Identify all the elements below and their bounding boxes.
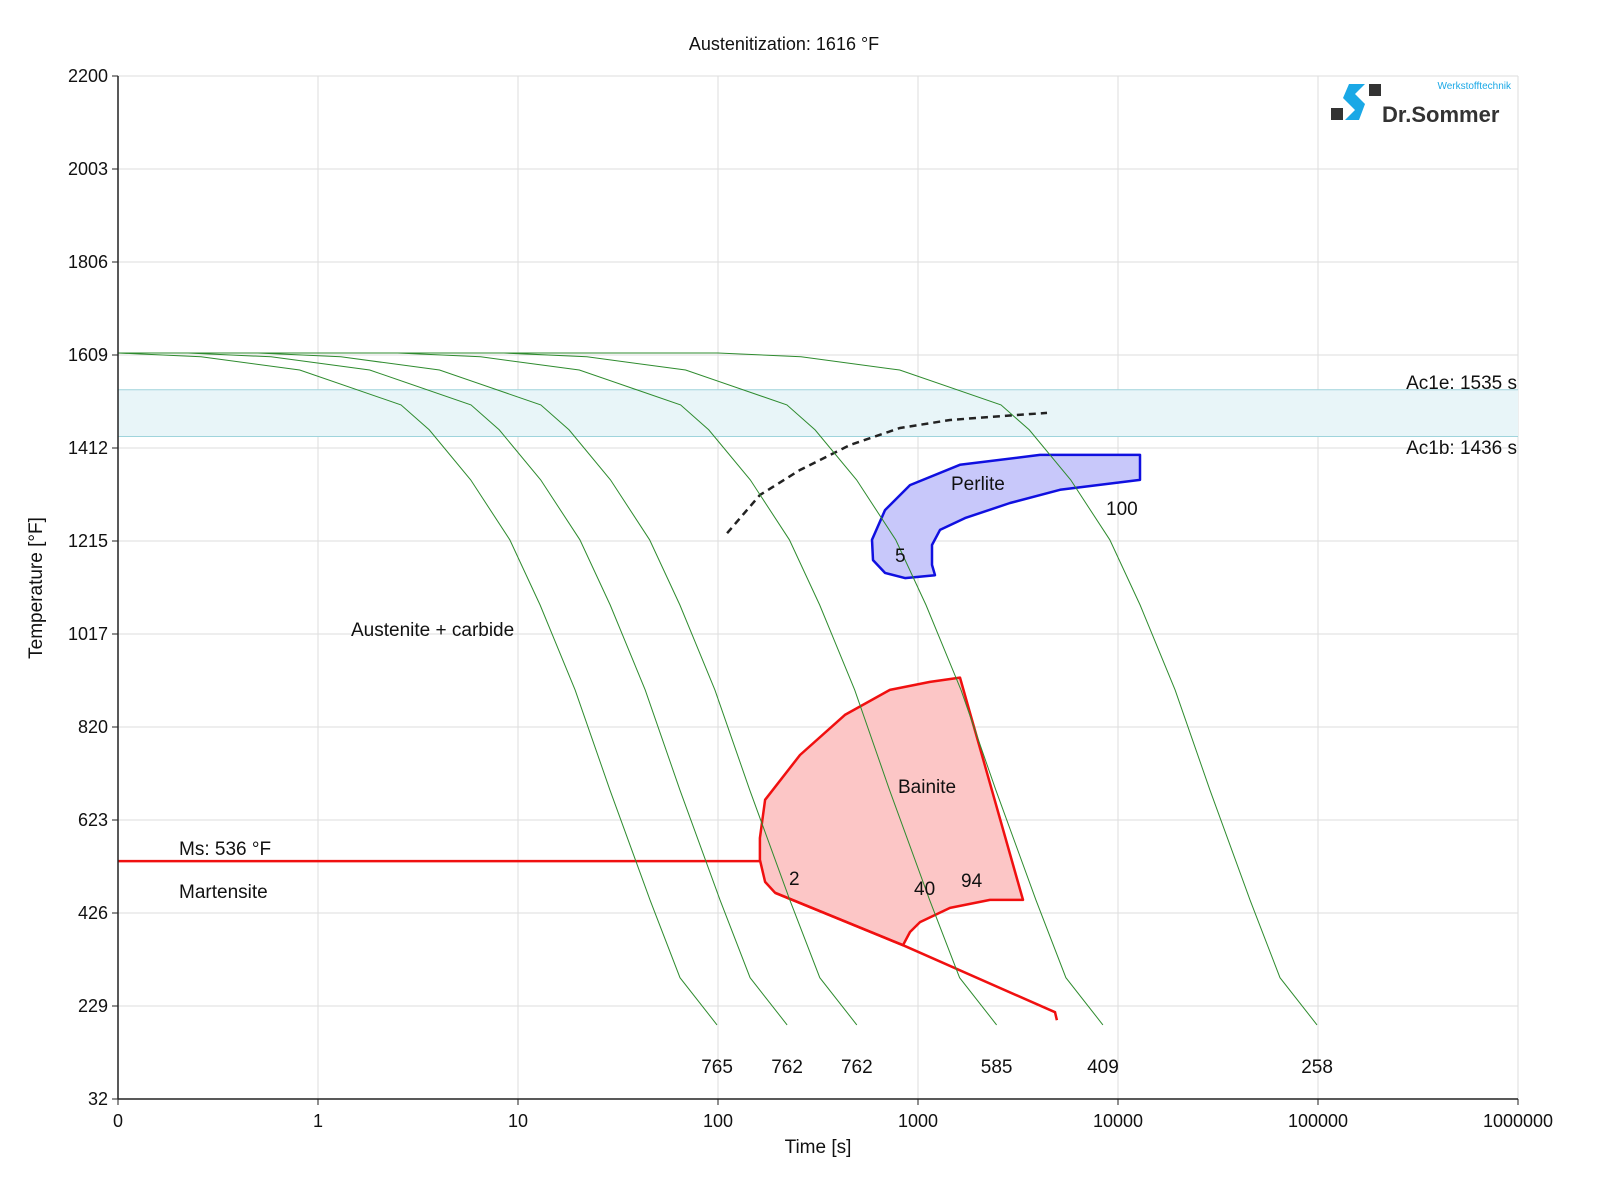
logo-s-icon [1343,84,1365,120]
perlite-label: Perlite [951,474,1005,495]
cooling-curve-2 [118,352,788,1026]
y-tick-label: 623 [78,810,108,830]
y-tick-label: 1412 [68,438,108,458]
y-tick-label: 1806 [68,252,108,272]
y-tick-label: 2003 [68,159,108,179]
y-tick-label: 426 [78,903,108,923]
x-tick-label: 1000 [898,1111,938,1131]
x-tick-label: 100 [703,1111,733,1131]
phase-regions [118,411,1142,1021]
y-tick-label: 229 [78,996,108,1016]
cooling-curve-hardness-label: 585 [981,1057,1013,1078]
bainite-fraction-2: 2 [789,869,800,890]
cooling-curve-hardness-label: 762 [841,1057,873,1078]
ms-label: Ms: 536 °F [179,839,271,860]
bainite-label: Bainite [898,777,956,798]
chart-title: Austenitization: 1616 °F [689,34,879,54]
cooling-curves [117,352,1318,1026]
bainite-lower-boundary [774,891,1059,1021]
cooling-curve-labels: 765 762 762 585 409 258 [701,1057,1333,1078]
austenite-carbide-label: Austenite + carbide [351,620,514,641]
logo-square-icon [1331,108,1343,120]
cooling-curve-3 [118,352,858,1026]
bainite-fraction-94: 94 [961,871,983,892]
dr-sommer-logo: Dr.Sommer Werkstofftechnik [1331,81,1512,127]
x-tick-label: 1 [313,1111,323,1131]
y-tick-label: 32 [88,1089,108,1109]
logo-square-icon [1369,84,1381,96]
y-tick-label: 1215 [68,531,108,551]
cooling-curve-5 [118,352,1104,1026]
cooling-curve-4 [118,352,997,1026]
ac1e-label: Ac1e: 1535 s [1406,373,1517,394]
bainite-fraction-40: 40 [914,879,935,900]
x-tick-label: 10 [508,1111,528,1131]
logo-subtitle: Werkstofftechnik [1437,81,1512,92]
y-tick-label: 820 [78,717,108,737]
x-tick-label: 10000 [1093,1111,1143,1131]
martensite-label: Martensite [179,882,268,903]
ac1-band [118,389,1518,437]
grid [118,75,1519,1099]
cooling-curve-hardness-label: 762 [771,1057,803,1078]
ac1b-label: Ac1b: 1436 s [1406,438,1517,459]
x-axis-label: Time [s] [785,1137,852,1158]
bainite-region [758,676,1025,947]
perlite-fraction-5: 5 [895,546,906,567]
perlite-fraction-100: 100 [1106,499,1138,520]
axes: 0 1 10 100 1000 10000 100000 1000000 2200 2003 180… [68,66,1553,1131]
y-tick-label: 1609 [68,345,108,365]
ac-band [118,389,1518,438]
y-tick-label: 2200 [68,66,108,86]
logo-name: Dr.Sommer [1382,102,1500,127]
cooling-curve-hardness-label: 409 [1087,1057,1119,1078]
cooling-curve-hardness-label: 258 [1301,1057,1333,1078]
y-axis-label: Temperature [°F] [26,517,47,659]
x-tick-label: 100000 [1288,1111,1348,1131]
y-tick-label: 1017 [68,624,108,644]
cooling-curve-1 [117,352,718,1026]
cooling-curve-hardness-label: 765 [701,1057,733,1078]
x-tick-label: 1000000 [1483,1111,1553,1131]
perlite-region [870,453,1142,580]
x-tick-label: 0 [113,1111,123,1131]
cooling-curve-6 [118,352,1318,1026]
